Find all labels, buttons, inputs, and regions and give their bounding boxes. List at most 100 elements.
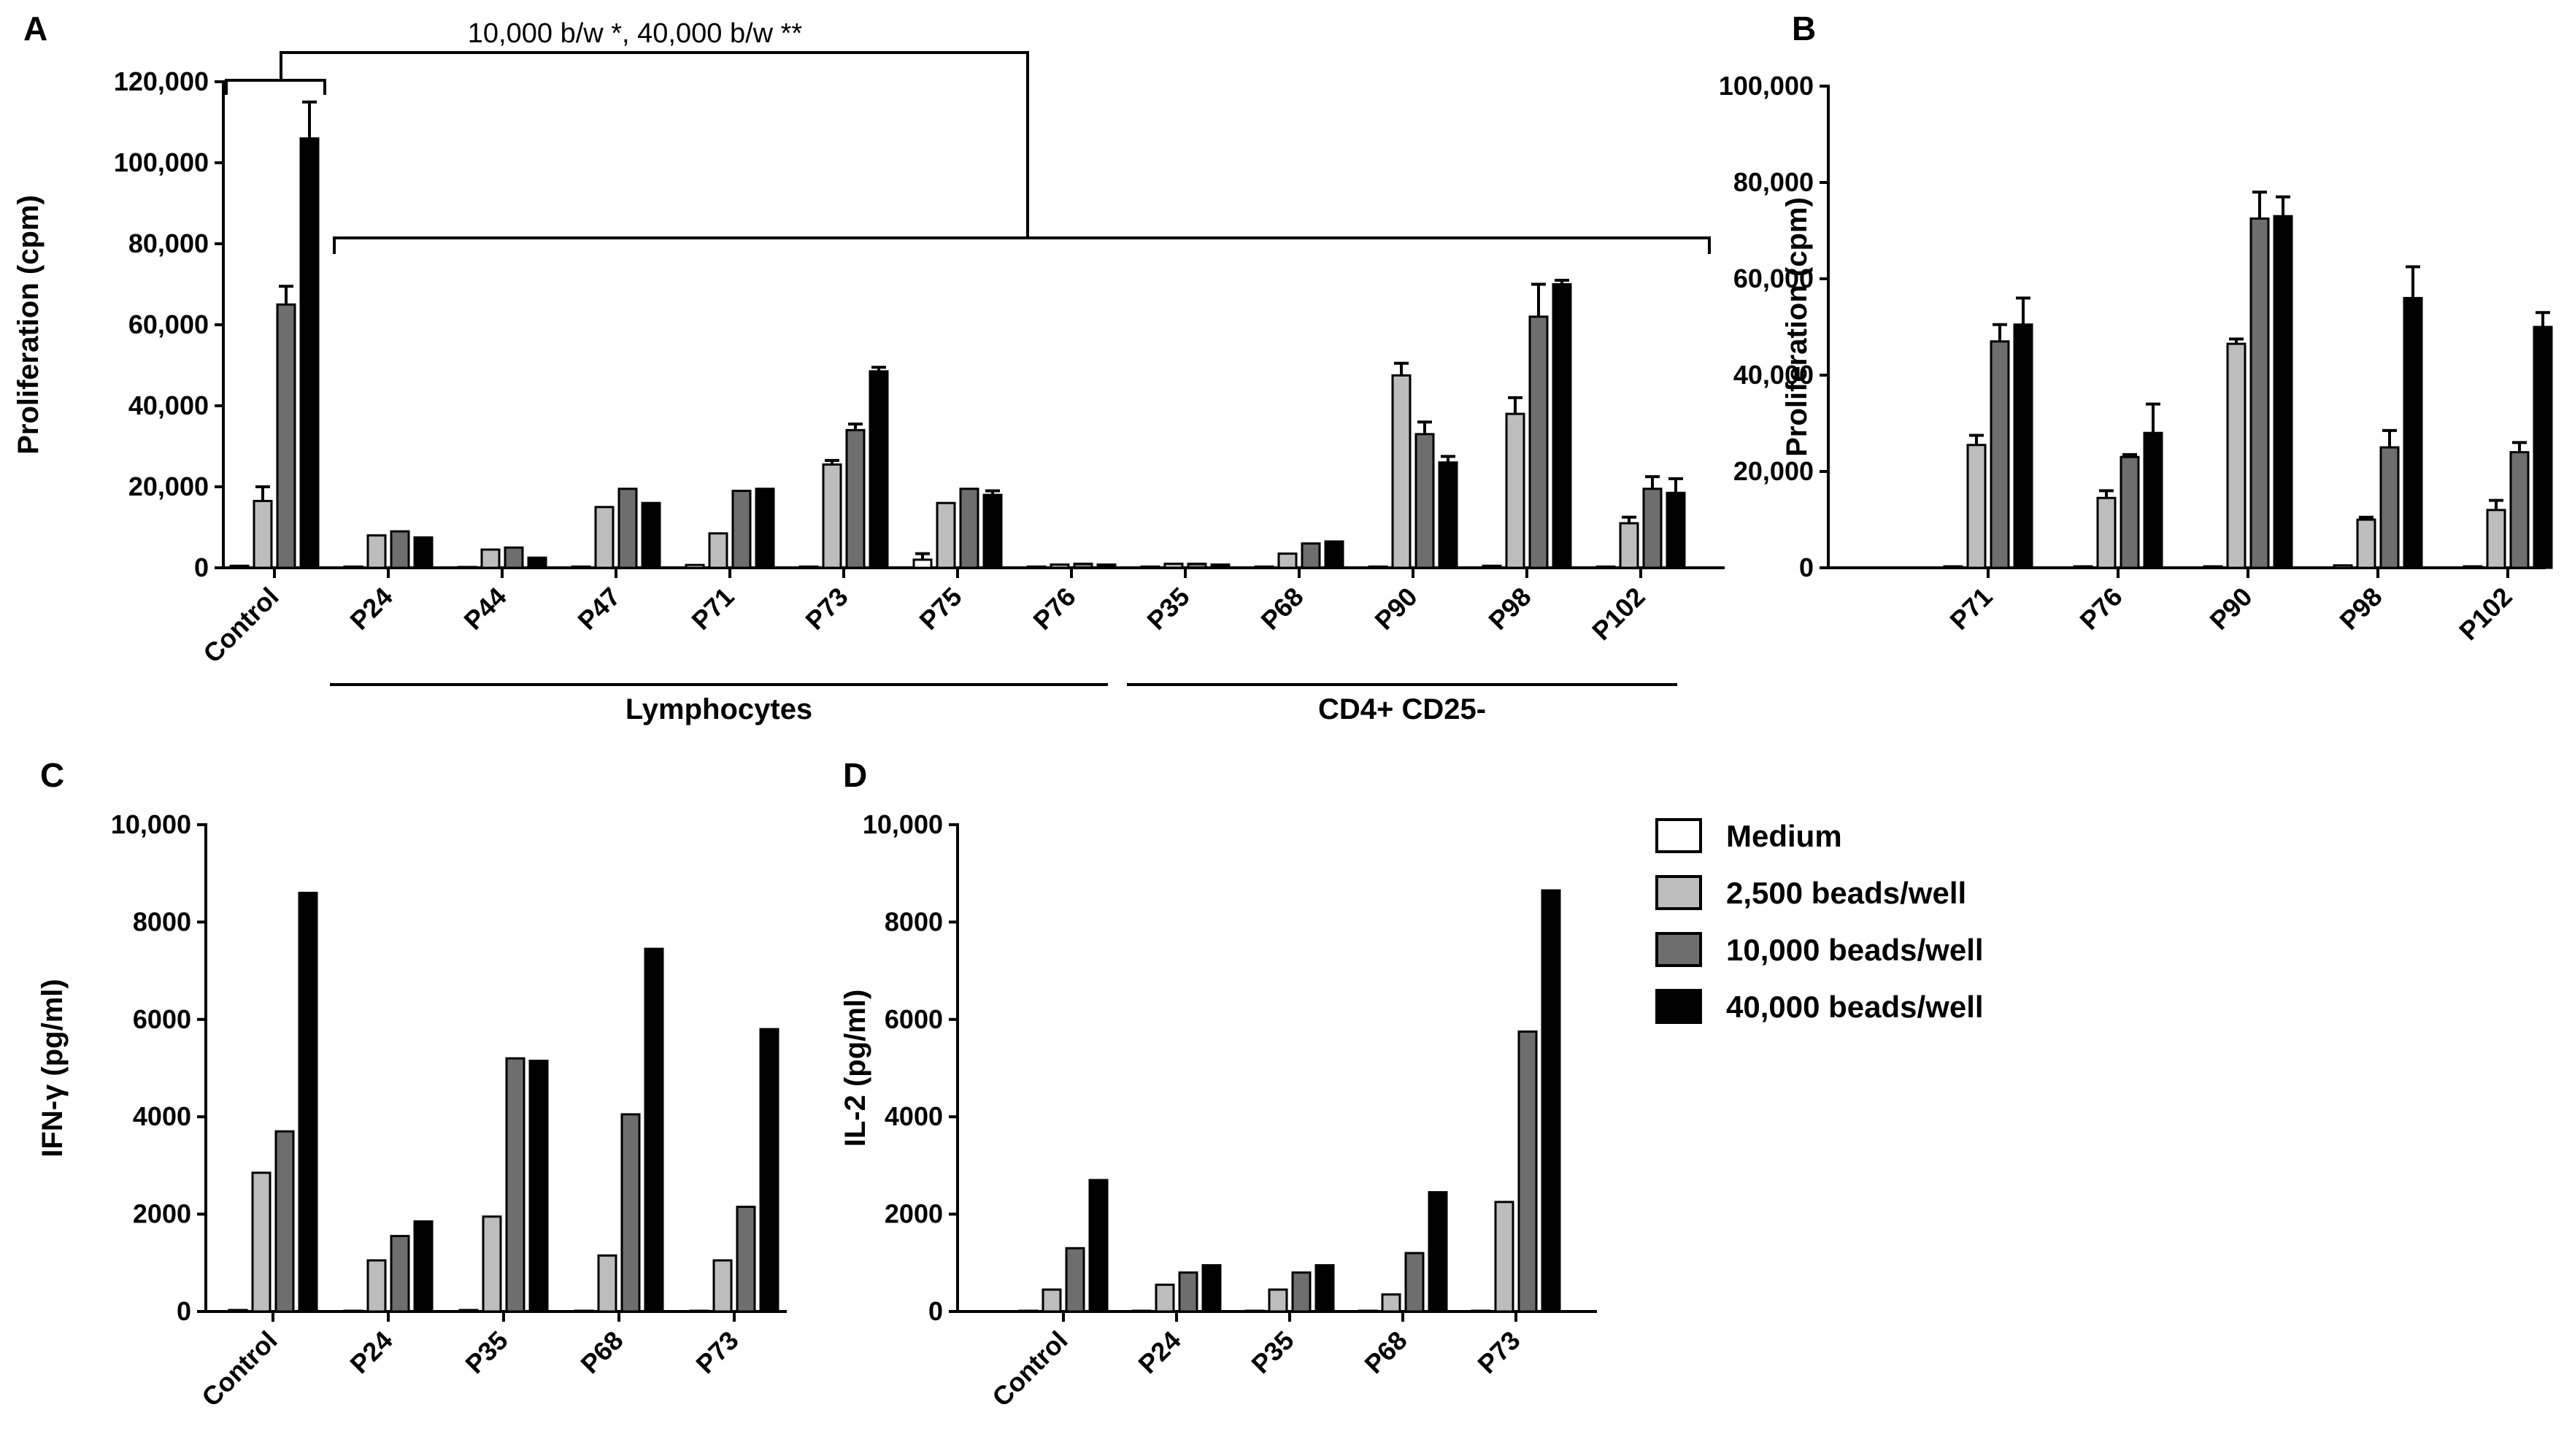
bar <box>2333 564 2353 569</box>
bar <box>1943 565 1963 569</box>
bar <box>390 530 410 569</box>
bar <box>1314 1264 1335 1313</box>
bar <box>1178 1271 1198 1313</box>
bar <box>276 303 296 569</box>
bar <box>1163 562 1184 569</box>
y-tick-label: 20,000 <box>128 471 209 501</box>
x-tick-label: P24 <box>344 582 398 636</box>
y-tick-label: 0 <box>194 552 209 582</box>
bar <box>959 488 979 569</box>
panel-label: D <box>843 756 867 794</box>
bar <box>1595 565 1616 569</box>
bar <box>1642 488 1663 569</box>
x-tick-label: P44 <box>458 582 512 636</box>
bar <box>597 1254 617 1313</box>
bar <box>759 1028 779 1313</box>
y-tick-label: 40,000 <box>128 390 209 420</box>
legend-label: 10,000 beads/well <box>1726 933 1984 967</box>
bar <box>1096 563 1117 569</box>
y-tick-label: 60,000 <box>1733 263 1814 293</box>
y-tick-label: 4000 <box>133 1101 191 1131</box>
bar <box>457 566 477 569</box>
legend-swatch <box>1655 989 1702 1024</box>
bar <box>571 565 591 569</box>
bar <box>299 137 320 569</box>
y-tick-label: 2000 <box>133 1199 191 1229</box>
bar <box>366 1259 387 1313</box>
bar <box>2096 496 2117 569</box>
bar <box>298 891 318 1313</box>
bar <box>2203 565 2223 569</box>
x-tick-label: P71 <box>1944 582 1998 636</box>
bar <box>1438 461 1458 569</box>
x-tick-label: P35 <box>1245 1325 1299 1379</box>
group-label: Lymphocytes <box>625 693 812 725</box>
bar <box>2533 326 2553 569</box>
bar <box>2403 296 2423 569</box>
bar <box>480 548 501 569</box>
bar <box>594 506 615 569</box>
bar <box>912 558 933 569</box>
bar <box>1140 565 1160 569</box>
bar <box>1301 542 1321 569</box>
bar <box>2143 431 2163 569</box>
bar <box>505 1057 525 1313</box>
bar <box>822 463 842 569</box>
bar <box>2273 215 2293 569</box>
x-tick-label: P24 <box>1132 1325 1186 1379</box>
x-tick-label: P76 <box>2074 582 2128 636</box>
panel-b: B 0 20,000 40,000 60,000 80,000 100,000 Prolife… <box>1719 9 2553 646</box>
x-tick-label: P75 <box>913 582 967 636</box>
bar <box>1291 1271 1312 1313</box>
bar <box>936 501 956 569</box>
bar <box>366 534 387 569</box>
x-tick-label: P98 <box>1482 582 1536 636</box>
y-tick-label: 80,000 <box>1733 167 1814 197</box>
y-tick-label: 6000 <box>133 1004 191 1034</box>
bar <box>1268 1288 1288 1313</box>
bar <box>1381 1293 1401 1313</box>
bar <box>755 488 775 569</box>
bar <box>2013 323 2033 569</box>
panel-label: C <box>40 756 64 794</box>
bar <box>413 536 434 569</box>
bar <box>2073 565 2093 569</box>
panel-label: B <box>1792 9 1816 47</box>
bar <box>2379 446 2400 569</box>
legend-swatch <box>1655 818 1702 853</box>
y-tick-label: 2000 <box>885 1199 943 1229</box>
x-tick-label: P76 <box>1027 582 1081 636</box>
bar <box>528 1059 549 1313</box>
bar <box>736 1206 756 1313</box>
bar <box>1050 563 1070 569</box>
y-tick-label: 0 <box>177 1296 191 1326</box>
bar <box>1254 565 1274 569</box>
y-axis-title: IFN-γ (pg/ml) <box>36 979 69 1157</box>
x-tick-label: P71 <box>685 582 739 636</box>
bar <box>229 564 250 569</box>
y-tick-label: 0 <box>928 1296 943 1326</box>
bar <box>641 501 661 569</box>
bar <box>731 490 752 569</box>
patients-bracket <box>333 236 1711 254</box>
bar <box>1210 563 1231 569</box>
x-tick-label: P35 <box>1141 582 1195 636</box>
x-tick-label: Control <box>197 582 284 669</box>
y-tick-label: 10,000 <box>111 809 191 839</box>
bar <box>1368 565 1388 569</box>
bar <box>1277 552 1298 569</box>
x-tick-label: P102 <box>2453 582 2517 646</box>
bar <box>343 565 363 569</box>
bar <box>1552 283 1572 569</box>
bar <box>1155 1283 1175 1313</box>
x-tick-label: P90 <box>2203 582 2257 636</box>
bar <box>2486 509 2506 569</box>
y-tick-label: 20,000 <box>1733 456 1814 486</box>
bar <box>1324 540 1344 569</box>
legend-label: 40,000 beads/well <box>1726 990 1984 1024</box>
panel-d: D 0 2000 4000 6000 8000 10,000 IL-2 (pg/ml) Cont… <box>839 756 1597 1412</box>
bar <box>2463 565 2483 569</box>
bar <box>253 499 273 569</box>
x-tick-label: P68 <box>1255 582 1309 636</box>
x-tick-label: P98 <box>2333 582 2387 636</box>
